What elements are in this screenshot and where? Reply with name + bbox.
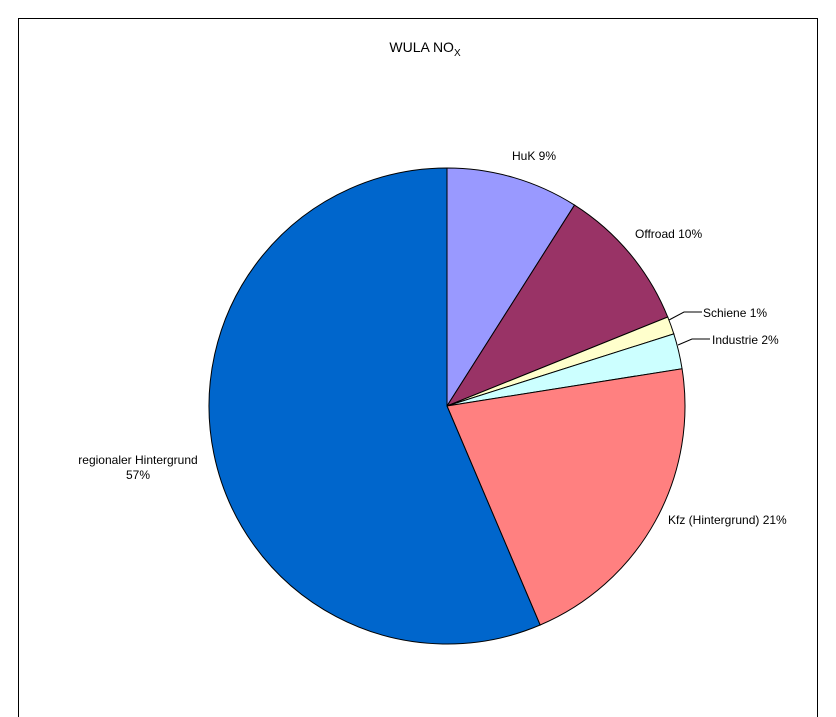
- leader-line: [677, 338, 710, 346]
- slice-label: HuK 9%: [512, 149, 556, 163]
- chart-area: [18, 18, 818, 717]
- pie-slice-regionaler-hintergrund: [208, 167, 541, 645]
- chart-title-subscript: X: [454, 48, 461, 59]
- pie-slice-offroad: [445, 204, 669, 408]
- slice-labels: HuK 9% Offroad 10% Schiene 1% Industrie 2% K…: [78, 149, 787, 527]
- slice-label: Offroad 10%: [635, 227, 702, 241]
- chart-title-main: WULA NO: [389, 39, 454, 55]
- slice-label: Industrie 2%: [712, 333, 779, 347]
- slice-label: regionaler Hintergrund 57%: [78, 453, 197, 482]
- pie-slice-huk: [446, 167, 576, 408]
- slice-label: Schiene 1%: [703, 306, 767, 320]
- leader-lines: [668, 311, 710, 346]
- leader-line: [668, 311, 702, 321]
- pie-slice-kfz-hintergrund: [446, 368, 686, 626]
- chart-title: WULA NOX: [389, 39, 461, 59]
- pie-slices: [208, 167, 686, 645]
- slice-label: Kfz (Hintergrund) 21%: [668, 513, 787, 527]
